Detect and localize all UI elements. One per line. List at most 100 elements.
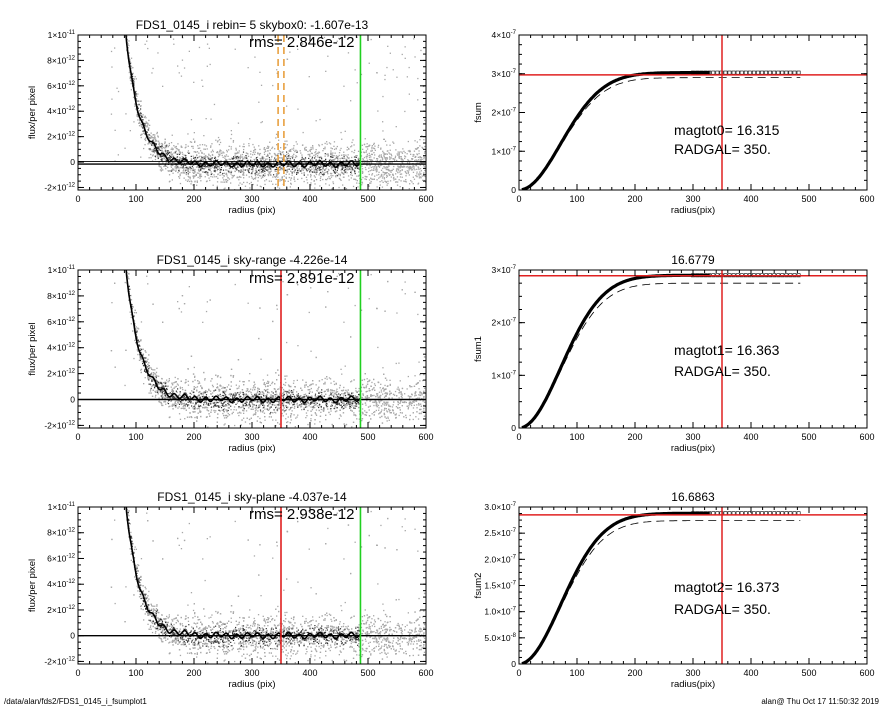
data-point bbox=[383, 156, 385, 158]
data-point bbox=[308, 153, 310, 156]
data-point bbox=[220, 161, 222, 163]
data-point bbox=[385, 408, 387, 410]
data-point bbox=[153, 147, 155, 149]
data-point bbox=[181, 59, 184, 61]
data-point bbox=[418, 162, 421, 164]
data-point bbox=[336, 391, 339, 393]
data-point bbox=[226, 165, 228, 167]
data-point bbox=[147, 376, 149, 378]
data-point bbox=[324, 159, 327, 162]
data-point bbox=[291, 157, 294, 159]
data-point bbox=[401, 176, 403, 178]
data-point bbox=[199, 159, 201, 161]
data-point bbox=[393, 176, 395, 178]
data-point bbox=[370, 156, 372, 158]
data-point bbox=[216, 181, 219, 183]
data-point bbox=[204, 378, 206, 380]
data-point bbox=[227, 179, 229, 182]
data-point bbox=[386, 157, 389, 159]
data-point bbox=[210, 167, 212, 169]
data-point bbox=[207, 172, 209, 174]
data-point bbox=[334, 161, 336, 163]
data-point bbox=[350, 164, 352, 167]
data-point bbox=[220, 152, 222, 154]
data-point bbox=[418, 361, 420, 363]
data-point bbox=[418, 394, 420, 396]
data-point bbox=[372, 178, 374, 180]
data-point bbox=[205, 118, 207, 120]
data-point bbox=[175, 169, 177, 171]
data-point bbox=[287, 421, 289, 423]
data-point bbox=[355, 390, 357, 392]
data-point bbox=[361, 170, 364, 172]
data-point bbox=[219, 150, 221, 152]
data-point bbox=[222, 156, 224, 158]
data-point bbox=[301, 172, 303, 174]
data-point bbox=[383, 152, 385, 154]
data-point bbox=[170, 142, 173, 144]
data-point bbox=[316, 171, 318, 173]
data-point bbox=[250, 156, 252, 158]
data-point bbox=[216, 383, 218, 385]
data-point bbox=[234, 170, 236, 173]
data-point bbox=[354, 171, 356, 173]
data-point bbox=[290, 416, 292, 418]
data-point bbox=[310, 148, 312, 151]
data-point bbox=[193, 81, 195, 83]
data-point bbox=[151, 137, 153, 139]
data-point bbox=[160, 149, 162, 151]
data-point bbox=[218, 153, 220, 155]
data-point bbox=[373, 411, 375, 414]
data-point bbox=[264, 162, 267, 164]
data-point bbox=[280, 154, 282, 156]
data-point bbox=[296, 167, 298, 169]
data-point bbox=[420, 173, 422, 175]
data-point bbox=[156, 154, 159, 156]
data-point bbox=[235, 158, 237, 160]
data-point bbox=[216, 159, 218, 162]
data-point bbox=[418, 168, 420, 171]
data-point bbox=[384, 167, 386, 169]
data-point bbox=[386, 153, 388, 155]
data-point bbox=[384, 162, 387, 164]
data-point bbox=[220, 150, 222, 152]
data-point bbox=[354, 149, 356, 151]
data-point bbox=[140, 134, 142, 136]
data-point bbox=[263, 161, 266, 163]
data-point bbox=[351, 156, 353, 159]
data-point bbox=[361, 172, 364, 174]
data-point bbox=[155, 371, 158, 373]
data-point bbox=[402, 148, 404, 150]
data-point bbox=[139, 110, 141, 112]
data-point bbox=[340, 398, 342, 400]
data-point bbox=[305, 149, 307, 151]
data-point bbox=[331, 168, 333, 170]
data-point bbox=[148, 141, 150, 143]
data-point bbox=[756, 70, 760, 75]
data-point bbox=[323, 165, 325, 167]
data-point bbox=[133, 83, 135, 85]
data-point bbox=[355, 156, 357, 158]
data-point bbox=[401, 151, 403, 153]
data-point bbox=[184, 418, 186, 420]
data-point bbox=[251, 166, 253, 169]
data-point bbox=[194, 168, 196, 171]
data-point bbox=[125, 21, 126, 22]
data-point bbox=[243, 156, 245, 158]
data-point bbox=[224, 157, 226, 159]
data-point bbox=[340, 389, 343, 392]
data-point bbox=[270, 170, 272, 172]
data-point bbox=[381, 186, 384, 188]
data-point bbox=[310, 184, 312, 186]
data-point bbox=[164, 165, 166, 167]
data-point bbox=[315, 172, 317, 174]
data-point bbox=[309, 166, 311, 168]
data-point bbox=[290, 166, 293, 168]
data-point bbox=[310, 146, 312, 149]
data-point bbox=[353, 151, 355, 154]
data-point bbox=[373, 394, 375, 397]
data-point bbox=[399, 186, 401, 188]
data-point bbox=[331, 154, 333, 156]
data-point bbox=[208, 169, 210, 171]
data-point bbox=[145, 117, 147, 119]
